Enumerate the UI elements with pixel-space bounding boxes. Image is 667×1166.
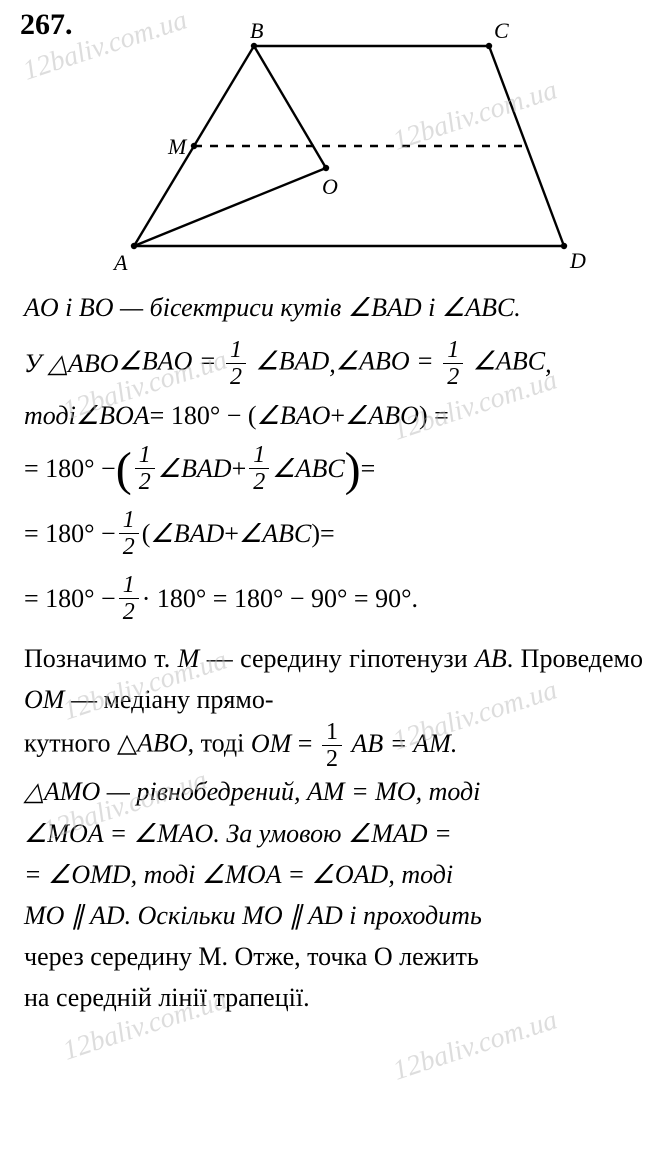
eq: = <box>416 347 440 376</box>
ang-boa: ∠BOA <box>76 403 150 429</box>
e180: = 180° − <box>24 521 116 547</box>
p9a: на середній лінії трапеції. <box>24 983 310 1012</box>
p6a: = ∠OMD, тоді ∠MOA = ∠OAD, тоді <box>24 860 453 889</box>
dot180: · 180° = 180° − 90° = 90°. <box>142 586 418 612</box>
lparen-small: ( <box>142 521 151 547</box>
p7a: MO ∥ AD. Оскільки MO ∥ AD і проходить <box>24 901 482 930</box>
problem-number: 267. <box>20 8 73 42</box>
half-frac: 1 2 <box>443 338 463 389</box>
svg-text:B: B <box>250 18 263 43</box>
half-frac: 1 2 <box>119 573 139 624</box>
txt: AO і BO — бісектриси кутів ∠BAD і ∠ABC. <box>24 293 521 322</box>
svg-text:O: O <box>322 174 338 199</box>
svg-text:M: M <box>167 134 188 159</box>
half-frac: 1 2 <box>249 443 269 494</box>
line-180-half-outer: = 180° − 1 2 ( ∠BAD + ∠ABC ) = <box>24 508 643 559</box>
p3b: , тоді <box>188 729 251 758</box>
ang-abc: ∠ABC <box>239 521 311 547</box>
p2b: — медіану прямо- <box>64 685 273 714</box>
p5a: ∠MOA = ∠MAO. За умовою ∠MAD = <box>24 819 452 848</box>
txt: У △ABO <box>24 351 119 377</box>
e180h: = 180° − <box>24 586 116 612</box>
plus: + <box>330 403 345 429</box>
line-triangle-halves: У △ABO ∠BAO = 1 2 ∠BAD , ∠ABO = 1 2 ∠ABC… <box>24 338 643 389</box>
proof-paragraph: Позначимо т. M — середину гіпотенузи AB.… <box>24 638 643 1018</box>
eq: = <box>199 347 223 376</box>
close-eq: = <box>361 456 376 482</box>
half-frac: 1 2 <box>135 443 155 494</box>
rparen-small: ) <box>311 521 320 547</box>
rpar: ) = <box>419 403 449 429</box>
p3OM: OM <box>251 729 291 758</box>
p1a: Позначимо т. <box>24 644 178 673</box>
p3eqAM: = AM. <box>383 729 457 758</box>
ang-abo: ∠ABO <box>336 347 410 376</box>
svg-text:A: A <box>112 250 128 275</box>
line-180-final: = 180° − 1 2 · 180° = 180° − 90° = 90°. <box>24 573 643 624</box>
p2a: . Проведемо <box>507 644 643 673</box>
ang-bad: ∠BAD <box>158 456 232 482</box>
p1M: M <box>178 644 200 673</box>
ang-bao: ∠BAO <box>257 403 331 429</box>
line-180-half-sum: = 180° − ( 1 2 ∠BAD + 1 2 ∠ABC ) = <box>24 443 643 494</box>
p2OM: OM <box>24 685 64 714</box>
rparen: ) <box>345 456 361 485</box>
line-boa-180: тоді ∠BOA = 180° − ( ∠BAO + ∠ABO ) = <box>24 403 643 429</box>
plus: + <box>224 521 239 547</box>
e180m: = 180° − ( <box>150 403 257 429</box>
page: 267. ABCDOM AO і BO — бісектриси кутів ∠… <box>0 0 667 1166</box>
close-eq: = <box>320 521 335 547</box>
p3eq: = <box>291 729 319 758</box>
half-frac: 1 2 <box>119 508 139 559</box>
comma: , <box>545 351 552 377</box>
ang-abc: ∠ABC <box>473 347 545 376</box>
p3ABO: ABO <box>137 729 188 758</box>
svg-text:D: D <box>569 248 586 273</box>
p3a: кутного △ <box>24 729 137 758</box>
p4a: △AMO — рівнобедрений, AM = MO, тоді <box>24 777 480 806</box>
ang-bad: ∠BAD <box>150 521 224 547</box>
line-bisectors: AO і BO — бісектриси кутів ∠BAD і ∠ABC. <box>24 288 643 328</box>
p2AB: AB <box>475 644 507 673</box>
p1b: — середину гіпотенузи <box>199 644 475 673</box>
e180: = 180° − <box>24 456 116 482</box>
ang-bad: ∠BAD <box>255 347 329 376</box>
ang-bao: ∠BAO <box>119 347 193 376</box>
p3AB: AB <box>351 729 383 758</box>
svg-text:C: C <box>494 18 509 43</box>
ang-abo: ∠ABO <box>345 403 419 429</box>
ang-abc: ∠ABC <box>272 456 344 482</box>
todi: тоді <box>24 403 76 429</box>
half-frac: 1 2 <box>226 338 246 389</box>
trapezoid-figure: A B C D O M <box>54 18 614 278</box>
p8a: через середину M. Отже, точка O лежить <box>24 942 479 971</box>
half-frac: 1 2 <box>322 720 342 771</box>
lparen: ( <box>116 456 132 485</box>
plus: + <box>232 456 247 482</box>
